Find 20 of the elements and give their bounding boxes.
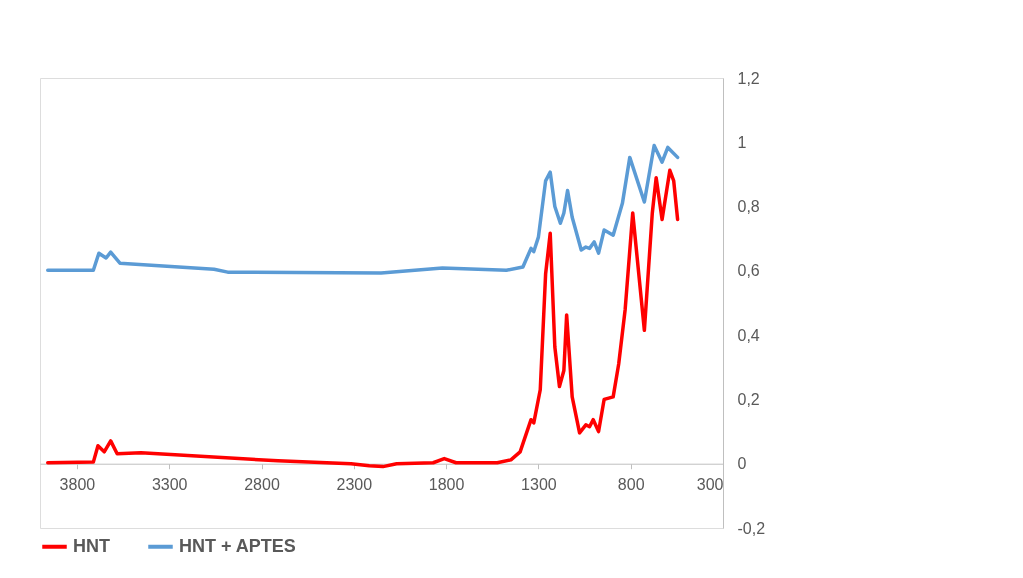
y-tick-label: 0 — [737, 455, 747, 473]
line-series — [46, 168, 680, 469]
legend-label: HNT + APTES — [179, 535, 296, 556]
x-tick-label: 3300 — [151, 476, 188, 494]
y-tick-label: 1 — [737, 133, 747, 151]
x-tick-label: 2800 — [244, 476, 280, 494]
y-tick-label: -0,2 — [737, 519, 766, 537]
y-tick-label: 0,2 — [737, 390, 760, 408]
legend-label: HNT — [73, 535, 110, 556]
x-tick-label: 3800 — [59, 476, 96, 494]
y-tick-label: 0,6 — [737, 262, 760, 280]
x-tick-label: 2300 — [336, 476, 373, 494]
y-tick-label: 1,2 — [737, 69, 760, 87]
x-tick-label: 1300 — [521, 476, 557, 494]
x-tick-label: 800 — [617, 476, 645, 494]
y-tick-label: 0,4 — [737, 326, 760, 344]
x-tick-label: 1800 — [428, 476, 465, 494]
x-tick-label: 300 — [696, 476, 724, 494]
line-series — [46, 143, 680, 275]
y-tick-label: 0,8 — [737, 198, 760, 216]
